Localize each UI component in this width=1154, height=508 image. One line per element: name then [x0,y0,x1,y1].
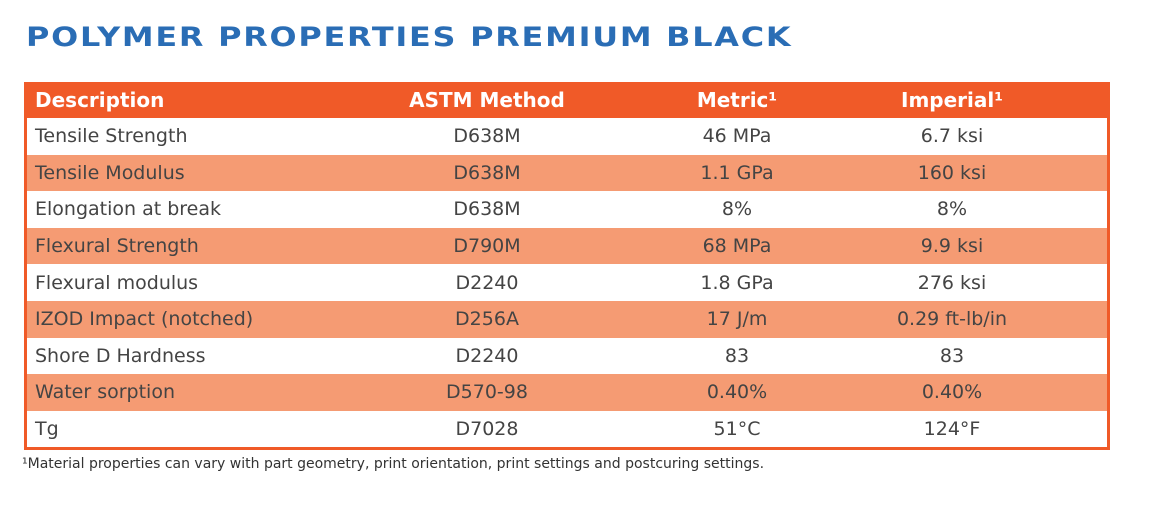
page-title: POLYMER PROPERTIES PREMIUM BLACK [26,22,793,53]
cell-imperial: 276 ksi [917,271,987,294]
cell-imperial: 124°F [923,418,981,441]
cell-imperial: 9.9 ksi [920,235,984,258]
cell-metric: 83 [724,344,750,367]
cell-metric: 8% [721,198,753,221]
cell-astm-method: D570-98 [446,381,528,404]
cell-metric: 1.1 GPa [700,161,774,184]
cell-imperial: 6.7 ksi [920,125,984,148]
properties-table: Description ASTM Method Metric¹ Imperial… [24,82,1110,451]
cell-metric: 68 MPa [702,235,772,258]
cell-astm-method: D2240 [455,344,519,367]
cell-imperial: 0.40% [921,381,983,404]
cell-description: Tensile Strength [35,125,188,148]
table-row: Elongation at break D638M 8% 8% [27,191,1107,228]
cell-astm-method: D2240 [455,271,519,294]
cell-astm-method: D790M [453,235,521,258]
cell-description: Flexural Strength [35,235,199,258]
cell-metric: 17 J/m [706,308,768,331]
cell-astm-method: D638M [453,125,521,148]
footnote: ¹Material properties can vary with part … [22,456,765,472]
cell-description: Elongation at break [35,198,222,221]
header-description: Description [35,88,165,112]
header-imperial: Imperial¹ [901,88,1003,112]
cell-metric: 0.40% [706,381,768,404]
table-row: Tensile Strength D638M 46 MPa 6.7 ksi [27,118,1107,155]
table-row: Flexural Strength D790M 68 MPa 9.9 ksi [27,227,1107,265]
cell-astm-method: D7028 [455,418,519,441]
cell-description: Tg [35,418,59,441]
cell-imperial: 160 ksi [917,161,987,184]
cell-description: Water sorption [35,381,175,404]
cell-imperial: 8% [936,198,968,221]
table-row: IZOD Impact (notched) D256A 17 J/m 0.29 ft-… [27,300,1107,338]
cell-description: IZOD Impact (notched) [35,308,254,331]
table-row: Tg D7028 51°C 124°F [27,410,1107,448]
cell-imperial: 0.29 ft-lb/in [896,308,1008,331]
cell-astm-method: D638M [453,198,521,221]
cell-astm-method: D638M [453,161,521,184]
table-row: Flexural modulus D2240 1.8 GPa 276 ksi [27,264,1107,301]
table-row: Tensile Modulus D638M 1.1 GPa 160 ksi [27,154,1107,192]
cell-description: Shore D Hardness [35,344,206,367]
cell-metric: 51°C [713,418,761,441]
cell-metric: 46 MPa [702,125,772,148]
header-astm-method: ASTM Method [409,88,565,112]
cell-metric: 1.8 GPa [700,271,774,294]
cell-imperial: 83 [939,344,965,367]
cell-description: Flexural modulus [35,271,199,294]
table-header: Description ASTM Method Metric¹ Imperial… [27,82,1107,118]
cell-astm-method: D256A [455,308,519,331]
table-row: Water sorption D570-98 0.40% 0.40% [27,374,1107,411]
cell-description: Tensile Modulus [35,161,185,184]
header-metric: Metric¹ [696,88,778,112]
table-row: Shore D Hardness D2240 83 83 [27,337,1107,375]
